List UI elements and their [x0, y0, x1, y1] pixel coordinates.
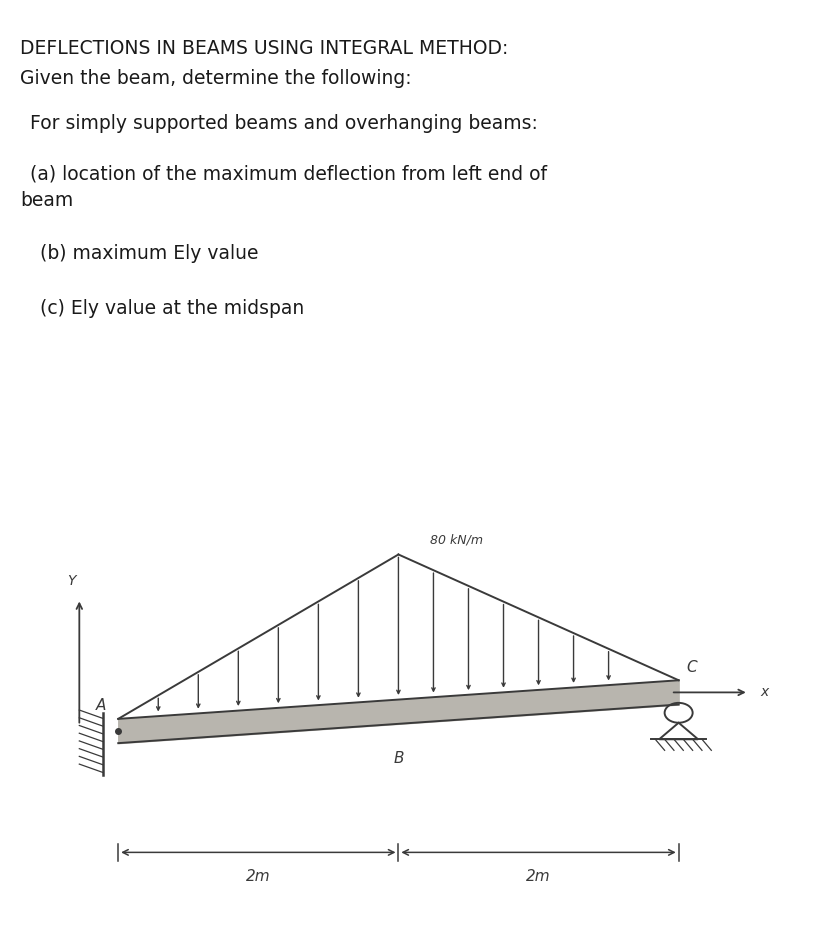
Text: DEFLECTIONS IN BEAMS USING INTEGRAL METHOD:: DEFLECTIONS IN BEAMS USING INTEGRAL METH…: [20, 39, 508, 58]
Text: Given the beam, determine the following:: Given the beam, determine the following:: [20, 69, 411, 88]
Text: beam: beam: [20, 192, 73, 210]
Text: 2m: 2m: [246, 869, 270, 884]
Text: (b) maximum Ely value: (b) maximum Ely value: [40, 244, 258, 263]
Text: A: A: [96, 699, 107, 714]
Text: 2m: 2m: [526, 869, 550, 884]
Text: x: x: [759, 685, 767, 700]
Text: Y: Y: [67, 574, 76, 588]
Text: (a) location of the maximum deflection from left end of: (a) location of the maximum deflection f…: [30, 164, 547, 183]
Text: B: B: [393, 751, 404, 766]
Text: (c) Ely value at the midspan: (c) Ely value at the midspan: [40, 300, 304, 318]
Text: For simply supported beams and overhanging beams:: For simply supported beams and overhangi…: [30, 115, 538, 133]
Text: C: C: [686, 660, 696, 675]
Text: 80 kN/m: 80 kN/m: [429, 533, 482, 546]
